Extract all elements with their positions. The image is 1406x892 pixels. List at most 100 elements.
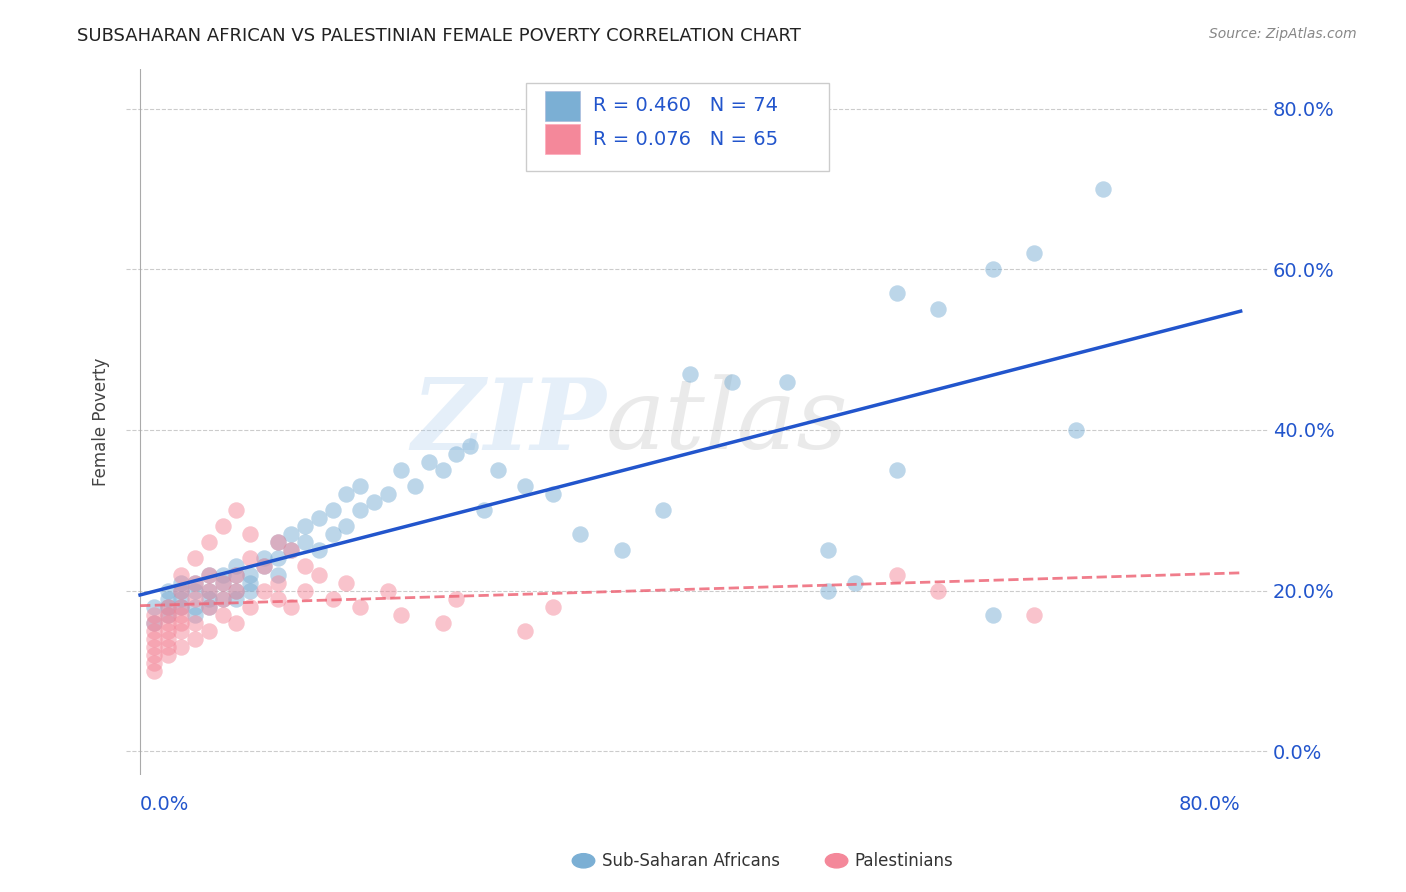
Point [515,624,537,638]
Point [446,447,468,461]
Point [515,479,537,493]
Point [363,495,385,509]
Point [156,607,179,622]
Point [239,575,262,590]
Point [184,607,207,622]
Point [349,479,371,493]
Point [184,551,207,566]
Point [335,487,357,501]
Text: Sub-Saharan Africans: Sub-Saharan Africans [602,852,780,870]
Point [651,503,673,517]
Point [266,535,288,549]
Point [170,599,193,614]
Point [1024,607,1046,622]
Point [391,607,413,622]
Point [156,648,179,662]
Point [322,503,344,517]
Point [446,591,468,606]
Point [170,583,193,598]
Text: R = 0.460   N = 74: R = 0.460 N = 74 [593,96,779,115]
Text: Palestinians: Palestinians [855,852,953,870]
Point [266,567,288,582]
Point [253,551,276,566]
Point [170,640,193,654]
Point [1092,182,1115,196]
Point [225,567,247,582]
Point [266,591,288,606]
Text: R = 0.076   N = 65: R = 0.076 N = 65 [593,129,779,149]
Point [280,527,302,541]
Point [322,591,344,606]
Point [322,527,344,541]
Point [142,607,165,622]
Point [486,463,509,477]
Point [1064,423,1087,437]
Point [349,503,371,517]
Point [472,503,495,517]
Point [225,615,247,630]
Point [225,583,247,598]
Point [156,591,179,606]
FancyBboxPatch shape [526,83,828,171]
Point [844,575,866,590]
Point [981,607,1004,622]
Point [198,583,221,598]
Point [156,599,179,614]
Point [541,487,564,501]
Point [225,503,247,517]
Point [266,575,288,590]
Point [308,543,330,558]
Point [294,519,316,533]
Point [184,632,207,646]
Text: 0.0%: 0.0% [141,796,190,814]
Point [432,463,454,477]
Point [170,607,193,622]
Point [927,583,949,598]
Point [142,615,165,630]
Point [280,543,302,558]
Point [198,567,221,582]
FancyBboxPatch shape [546,91,579,120]
Text: atlas: atlas [606,375,849,469]
Point [280,543,302,558]
Point [432,615,454,630]
Text: SUBSAHARAN AFRICAN VS PALESTINIAN FEMALE POVERTY CORRELATION CHART: SUBSAHARAN AFRICAN VS PALESTINIAN FEMALE… [77,27,801,45]
Point [156,615,179,630]
Point [211,591,233,606]
Point [253,583,276,598]
Point [211,607,233,622]
Point [377,487,399,501]
Point [142,632,165,646]
Point [156,632,179,646]
Point [458,439,481,453]
Y-axis label: Female Poverty: Female Poverty [93,358,110,486]
Point [142,624,165,638]
Point [377,583,399,598]
Point [211,591,233,606]
Point [156,583,179,598]
Point [225,567,247,582]
Point [184,583,207,598]
Point [198,624,221,638]
Point [142,599,165,614]
Point [886,567,908,582]
Point [294,535,316,549]
Point [211,575,233,590]
Point [198,599,221,614]
Point [886,463,908,477]
Point [156,624,179,638]
Point [775,375,797,389]
Point [239,567,262,582]
Point [198,567,221,582]
Point [225,559,247,574]
Point [266,535,288,549]
Text: ZIP: ZIP [411,374,606,470]
Point [170,624,193,638]
Point [404,479,426,493]
Point [817,583,839,598]
Point [253,559,276,574]
Point [335,519,357,533]
Point [198,535,221,549]
Point [225,583,247,598]
Point [211,575,233,590]
